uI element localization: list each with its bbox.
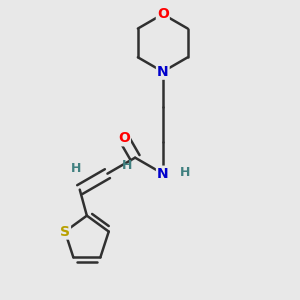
Text: S: S: [60, 225, 70, 238]
Text: H: H: [180, 166, 191, 178]
Text: O: O: [157, 7, 169, 21]
Text: O: O: [118, 131, 130, 145]
Text: N: N: [157, 65, 169, 79]
Text: H: H: [71, 162, 82, 175]
Text: N: N: [157, 167, 169, 181]
Text: H: H: [122, 159, 132, 172]
